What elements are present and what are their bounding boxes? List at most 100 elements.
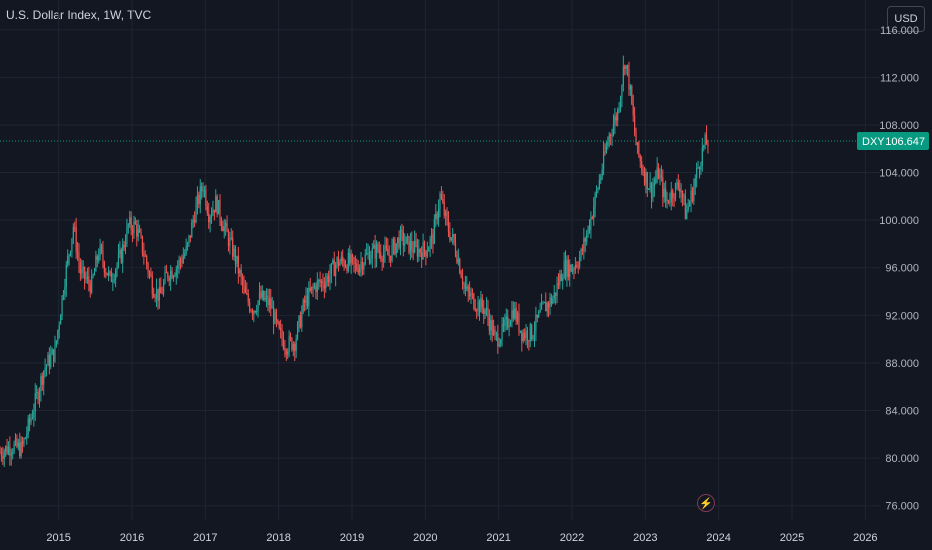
candle-body bbox=[126, 226, 128, 245]
candle-body bbox=[115, 270, 117, 280]
candle-body bbox=[7, 446, 10, 454]
candle-body bbox=[584, 238, 586, 242]
x-tick-label: 2018 bbox=[266, 532, 290, 544]
candle-body bbox=[539, 309, 541, 312]
candle-body bbox=[329, 274, 331, 283]
candle-body bbox=[277, 320, 279, 323]
candle-body bbox=[82, 267, 84, 270]
candle-body bbox=[559, 274, 561, 286]
candle-body bbox=[194, 219, 196, 223]
candle-body bbox=[41, 376, 43, 385]
candle-body bbox=[153, 294, 155, 297]
candle-body bbox=[181, 261, 183, 263]
candle-body bbox=[590, 217, 592, 230]
candle-body bbox=[374, 244, 376, 259]
candle-body bbox=[483, 307, 485, 315]
candle-body bbox=[305, 295, 307, 303]
candle-body bbox=[260, 292, 262, 298]
candle-body bbox=[36, 391, 38, 394]
candle-body bbox=[30, 418, 32, 423]
candle-body bbox=[222, 226, 224, 232]
candle-body bbox=[621, 85, 623, 98]
candle-body bbox=[278, 322, 280, 329]
candle-body bbox=[492, 329, 495, 336]
candle-body bbox=[409, 240, 411, 253]
candle-body bbox=[45, 365, 48, 368]
candle-body bbox=[677, 182, 679, 189]
candle-body bbox=[134, 221, 136, 224]
candle-body bbox=[272, 307, 275, 324]
candle-body bbox=[146, 256, 148, 265]
candle-body bbox=[357, 269, 359, 273]
candle-body bbox=[330, 263, 333, 275]
candle-body bbox=[563, 260, 565, 279]
candle-body bbox=[550, 297, 553, 304]
candle-body bbox=[461, 277, 464, 284]
candle-body bbox=[546, 302, 548, 312]
candle-body bbox=[130, 217, 132, 230]
candle-body bbox=[576, 264, 578, 267]
candle-body bbox=[298, 315, 300, 324]
candle-body bbox=[641, 161, 643, 170]
candle-body bbox=[542, 302, 544, 304]
candle-body bbox=[265, 295, 268, 298]
candle-body bbox=[186, 242, 189, 246]
candle-body bbox=[435, 213, 437, 220]
candle-body bbox=[567, 259, 569, 278]
candle-body bbox=[608, 134, 610, 142]
candle-body bbox=[449, 231, 451, 240]
candle-body bbox=[549, 297, 551, 308]
candle-body bbox=[587, 226, 589, 235]
candle-body bbox=[217, 200, 220, 215]
candle-body bbox=[123, 244, 125, 248]
candle-body bbox=[416, 244, 419, 257]
candle-body bbox=[436, 213, 438, 220]
candle-body bbox=[474, 308, 476, 311]
candle-body bbox=[98, 256, 100, 261]
candle-body bbox=[364, 254, 366, 264]
candle-body bbox=[26, 433, 28, 438]
x-tick-label: 2021 bbox=[486, 532, 510, 544]
candle-body bbox=[580, 249, 582, 258]
candle-body bbox=[0, 452, 1, 454]
candle-body bbox=[13, 443, 15, 453]
candle-body bbox=[625, 65, 627, 69]
candle-body bbox=[477, 301, 479, 311]
candle-body bbox=[591, 217, 593, 219]
candle-body bbox=[74, 227, 76, 229]
candle-body bbox=[502, 324, 505, 327]
candle-body bbox=[484, 309, 486, 315]
y-tick-label: 88.000 bbox=[885, 358, 919, 370]
candle-body bbox=[512, 310, 514, 319]
candle-body bbox=[295, 338, 297, 351]
candle-body bbox=[75, 227, 77, 252]
candle-body bbox=[669, 201, 671, 203]
candle-body bbox=[359, 266, 361, 273]
candle-body bbox=[76, 251, 79, 254]
candle-body bbox=[430, 233, 433, 239]
candle-body bbox=[208, 213, 210, 223]
y-tick-label: 80.000 bbox=[885, 453, 919, 465]
candle-body bbox=[481, 298, 483, 308]
candle-body bbox=[284, 348, 286, 351]
candle-body bbox=[412, 249, 414, 253]
candle-body bbox=[116, 264, 118, 271]
candle-body bbox=[85, 278, 87, 280]
candle-body bbox=[227, 232, 230, 247]
candle-body bbox=[250, 310, 252, 312]
candle-body bbox=[20, 441, 22, 457]
candle-body bbox=[380, 252, 382, 259]
candle-body bbox=[532, 336, 534, 340]
currency-button[interactable]: USD bbox=[887, 6, 925, 32]
price-tag bbox=[857, 132, 929, 151]
candle-body bbox=[353, 257, 355, 264]
candle-body bbox=[174, 275, 176, 277]
candle-body bbox=[450, 237, 452, 240]
candle-body bbox=[686, 209, 688, 220]
x-tick-label: 2025 bbox=[780, 532, 804, 544]
candle-body bbox=[289, 336, 292, 339]
candle-body bbox=[388, 255, 390, 257]
candle-body bbox=[215, 196, 217, 213]
lightning-icon[interactable]: ⚡ bbox=[697, 494, 715, 512]
candle-body bbox=[258, 292, 261, 301]
